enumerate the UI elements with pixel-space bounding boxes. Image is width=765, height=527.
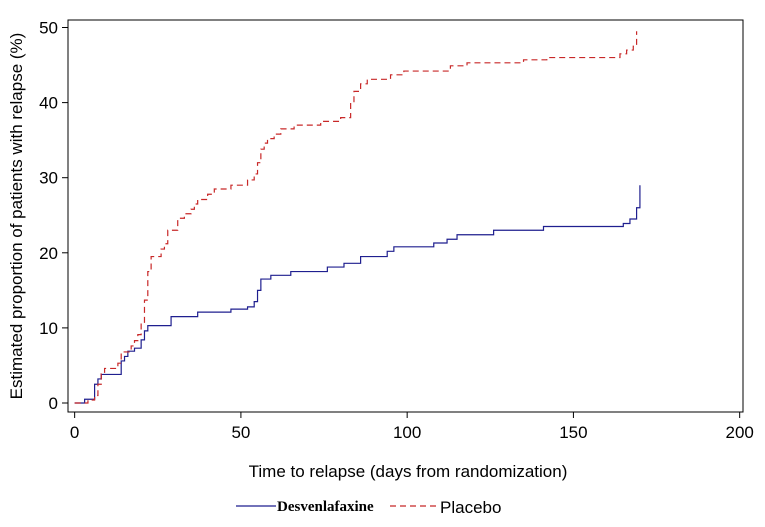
legend-label-desvenlafaxine: Desvenlafaxine bbox=[277, 499, 374, 515]
y-tick-label: 0 bbox=[49, 394, 58, 413]
series-line-desvenlafaxine bbox=[74, 185, 641, 404]
series-line-placebo bbox=[74, 31, 638, 404]
x-tick-label: 150 bbox=[559, 423, 587, 442]
y-tick-label: 10 bbox=[39, 319, 58, 338]
x-axis-title: Time to relapse (days from randomization… bbox=[249, 462, 568, 481]
y-tick-label: 40 bbox=[39, 94, 58, 113]
x-axis-ticks: 0 50 100 150 200 bbox=[70, 412, 754, 442]
legend-label-placebo: Placebo bbox=[440, 498, 501, 517]
plot-frame bbox=[67, 19, 744, 413]
x-tick-label: 200 bbox=[725, 423, 753, 442]
x-tick-label: 50 bbox=[231, 423, 250, 442]
x-tick-label: 0 bbox=[70, 423, 79, 442]
x-tick-label: 100 bbox=[393, 423, 421, 442]
series-layer bbox=[74, 31, 641, 404]
legend: Desvenlafaxine Placebo bbox=[236, 498, 501, 517]
y-tick-label: 20 bbox=[39, 244, 58, 263]
y-tick-label: 30 bbox=[39, 169, 58, 188]
y-axis-title: Estimated proportion of patients with re… bbox=[7, 33, 26, 400]
y-tick-label: 50 bbox=[39, 19, 58, 38]
y-axis-ticks: 0 10 20 30 40 50 bbox=[39, 19, 68, 413]
